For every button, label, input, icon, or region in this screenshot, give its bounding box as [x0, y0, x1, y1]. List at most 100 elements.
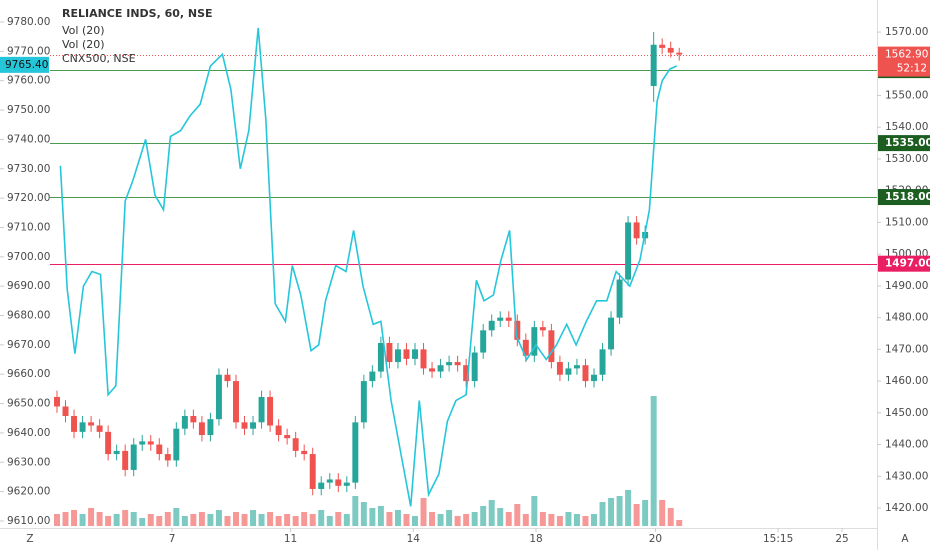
y2-last-label: 9765.40	[5, 59, 48, 71]
y2-tick-label: 9760.00	[7, 75, 50, 87]
y2-tick-label: 9770.00	[7, 45, 50, 57]
volume-bar	[582, 516, 589, 526]
x-tick-label: 15:15	[763, 533, 793, 545]
y-tick-label: 1450.00	[885, 407, 928, 419]
volume-bar	[309, 514, 316, 526]
volume-bar	[522, 514, 529, 526]
level-label: 1535.00	[885, 137, 932, 149]
volume-bar	[463, 514, 470, 526]
volume-bar	[505, 512, 512, 526]
volume-bar	[301, 512, 308, 526]
volume-bar	[412, 516, 418, 526]
volume-bar	[335, 512, 342, 526]
volume-bar	[275, 516, 282, 526]
candle-body	[616, 279, 623, 318]
y2-tick-label: 9660.00	[7, 368, 50, 380]
volume-bar	[62, 512, 69, 526]
y-tick-label: 1500.00	[885, 248, 928, 260]
y-tick-label: 1470.00	[885, 343, 928, 355]
volume-bar	[139, 518, 146, 526]
candle-body	[650, 44, 657, 86]
volume-bar	[420, 498, 427, 526]
volume-bar	[446, 510, 453, 526]
volume-bar	[233, 512, 239, 526]
volume-bar	[360, 502, 367, 526]
volume-bar	[676, 520, 683, 526]
candle-body	[181, 415, 188, 429]
candle-body	[412, 349, 418, 359]
y2-tick-label: 9780.00	[7, 16, 50, 28]
candle-body	[250, 422, 257, 429]
candle-body	[292, 438, 299, 451]
x-tick-label: 14	[407, 533, 421, 545]
candle-body	[156, 444, 163, 455]
candle-body	[429, 368, 436, 372]
y2-tick-label: 9620.00	[7, 486, 50, 498]
candle-body	[241, 422, 248, 429]
volume-bar	[250, 510, 257, 526]
volume-bar	[267, 512, 274, 526]
candle-body	[369, 371, 376, 382]
volume-bar	[318, 510, 325, 526]
candle-body	[207, 419, 214, 436]
volume-bar	[488, 500, 495, 526]
candle-body	[164, 454, 171, 461]
y2-tick-label: 9730.00	[7, 163, 50, 175]
volume-bar	[599, 502, 606, 526]
footer-left[interactable]: Z	[26, 533, 33, 545]
y2-tick-label: 9670.00	[7, 339, 50, 351]
volume-bar	[565, 512, 572, 526]
y2-tick-label: 9720.00	[7, 192, 50, 204]
volume-bar	[79, 514, 86, 526]
candle-body	[386, 343, 393, 363]
level-badge	[878, 189, 930, 206]
volume-bar	[437, 514, 444, 526]
y-tick-label: 1540.00	[885, 121, 928, 133]
volume-bar	[616, 496, 623, 526]
candle-body	[258, 396, 265, 423]
footer-right[interactable]: A	[901, 533, 909, 545]
volume-bar	[198, 512, 205, 526]
candle-body	[548, 330, 555, 363]
volume-bar	[122, 510, 129, 526]
candle-body	[565, 368, 572, 375]
y2-tick-label: 9750.00	[7, 104, 50, 116]
y2-tick-label: 9700.00	[7, 251, 50, 263]
volume-bar	[480, 506, 487, 526]
candle-body	[360, 381, 367, 423]
volume-bar	[514, 504, 521, 526]
candle-body	[676, 52, 683, 55]
volume-bar	[224, 516, 231, 526]
volume-bar	[497, 508, 504, 526]
volume-bar	[573, 514, 580, 526]
candle-body	[309, 454, 316, 489]
y-tick-label: 1480.00	[885, 312, 928, 324]
candle-body	[275, 425, 282, 436]
candle-body	[582, 365, 589, 382]
candle-body	[488, 320, 495, 331]
legend-entry: CNX500, NSE	[62, 52, 136, 65]
y-tick-label: 1550.00	[885, 90, 928, 102]
candle-body	[480, 330, 487, 353]
volume-bar	[215, 510, 222, 526]
x-tick-label: 11	[284, 533, 297, 545]
candle-body	[224, 374, 231, 382]
candle-body	[147, 441, 154, 445]
candle-body	[608, 317, 615, 350]
y2-tick-label: 9610.00	[7, 515, 50, 527]
y2-tick-label: 9680.00	[7, 310, 50, 322]
legend-entry: Vol (20)	[62, 24, 105, 37]
x-tick-label: 18	[529, 533, 542, 545]
candle-body	[96, 425, 103, 432]
candle-body	[301, 450, 308, 455]
volume-bar	[284, 514, 291, 526]
x-tick-label: 20	[649, 533, 662, 545]
candle-body	[267, 396, 274, 426]
candle-body	[88, 422, 95, 426]
volume-bar	[207, 514, 214, 526]
volume-bar	[292, 516, 299, 526]
y2-tick-label: 9710.00	[7, 221, 50, 233]
volume-bar	[130, 512, 137, 526]
